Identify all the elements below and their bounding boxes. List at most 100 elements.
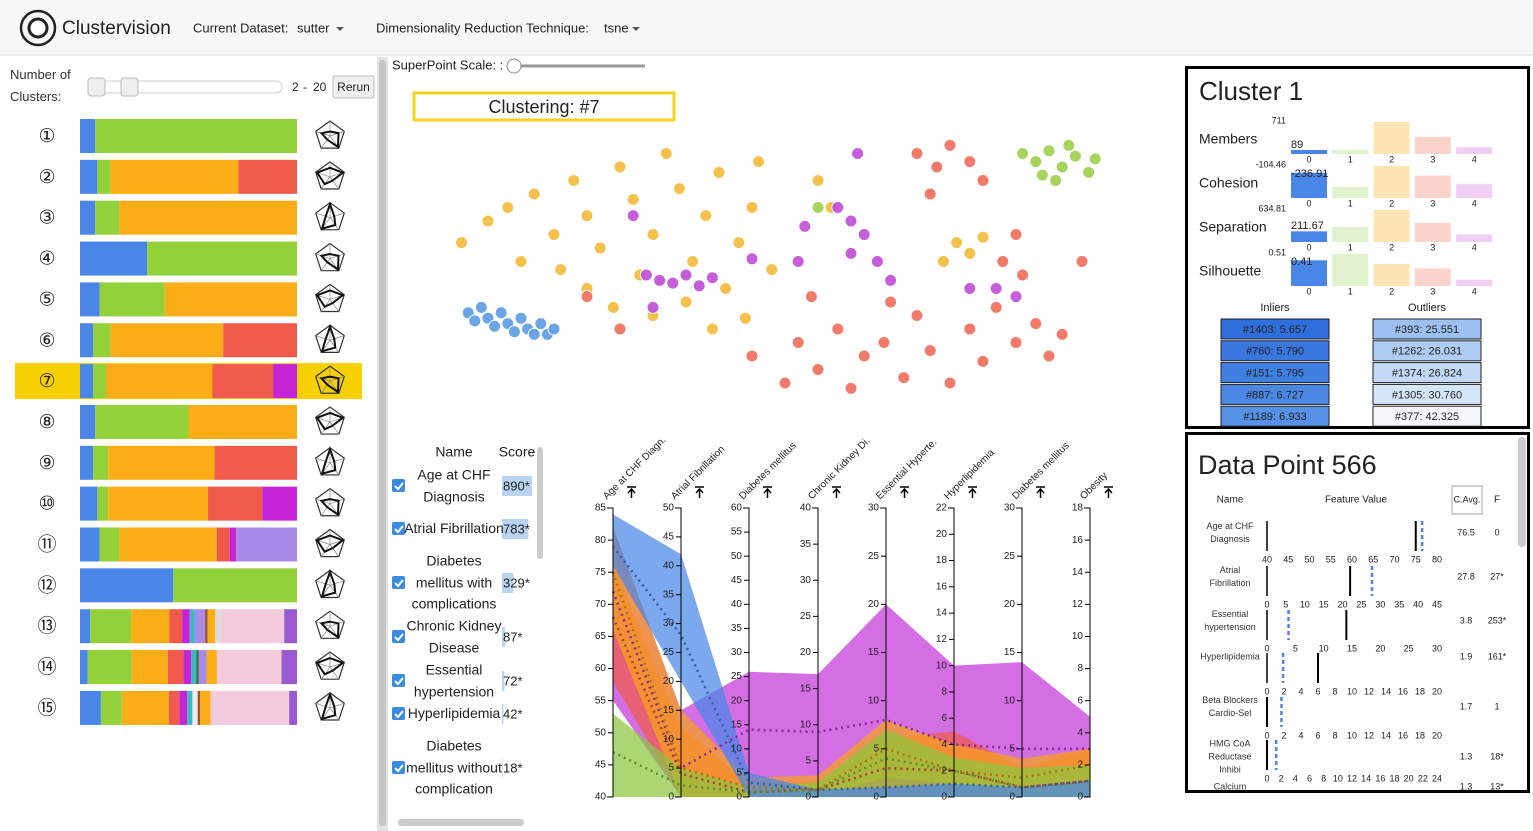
cluster-row[interactable]: ⑩ bbox=[38, 486, 345, 521]
feature-name: Age at CHF Diagnosis bbox=[1206, 521, 1254, 544]
outlier-box[interactable] bbox=[1220, 340, 1330, 362]
superpoint-handle[interactable] bbox=[506, 58, 522, 74]
category-label: 3 bbox=[1430, 286, 1435, 296]
category-label: 0 bbox=[1306, 242, 1311, 252]
radar-shape bbox=[315, 656, 345, 676]
scatter-point bbox=[963, 246, 977, 260]
category-label: 0 bbox=[1306, 198, 1311, 208]
list-hscrollbar[interactable] bbox=[398, 819, 524, 826]
outlier-label[interactable]: #393: 25.551 bbox=[1395, 324, 1459, 336]
cluster-row[interactable]: ⑮ bbox=[37, 690, 345, 725]
sort-icon[interactable] bbox=[832, 486, 841, 498]
feature-checkbox[interactable] bbox=[392, 522, 405, 535]
outlier-box[interactable] bbox=[1372, 405, 1482, 427]
cluster-segment bbox=[80, 200, 96, 235]
axis-tick-label: 4 bbox=[941, 739, 947, 750]
cluster-row[interactable]: ⑭ bbox=[37, 650, 345, 685]
score-bar bbox=[502, 704, 504, 724]
inlier-label[interactable]: #1403: 5.657 bbox=[1243, 324, 1307, 336]
f-value: 1 bbox=[1494, 701, 1499, 711]
header-f[interactable]: F bbox=[1494, 495, 1500, 506]
cluster-row[interactable]: ⑤ bbox=[38, 282, 345, 317]
outlier-box[interactable] bbox=[1372, 318, 1482, 340]
radar-spoke bbox=[315, 212, 331, 219]
axis-tick-label: 8 bbox=[1077, 663, 1083, 674]
cluster-row[interactable]: ③ bbox=[38, 200, 345, 235]
feature-checkbox[interactable] bbox=[392, 576, 405, 589]
cluster-segment bbox=[80, 364, 94, 399]
outlier-label[interactable]: #1262: 26.031 bbox=[1392, 346, 1462, 358]
sort-icon[interactable] bbox=[627, 486, 636, 498]
cluster-row[interactable]: ⑧ bbox=[38, 404, 345, 439]
cluster-row[interactable]: ⑬ bbox=[37, 609, 345, 644]
cluster-mean-line bbox=[611, 591, 1090, 770]
value-tick-label: 12 bbox=[1364, 730, 1374, 740]
cluster-row[interactable]: ① bbox=[38, 119, 345, 153]
scatter-point bbox=[923, 187, 937, 201]
axis-tick-label: 50 bbox=[663, 503, 675, 514]
technique-value[interactable]: tsne bbox=[604, 20, 629, 35]
feature-checkbox[interactable] bbox=[392, 674, 405, 687]
outlier-box[interactable] bbox=[1372, 383, 1482, 405]
radar-outline bbox=[315, 569, 345, 599]
avg-value: 1.7 bbox=[1460, 701, 1473, 711]
sort-icon[interactable] bbox=[1104, 486, 1113, 498]
outlier-label[interactable]: #377: 42.325 bbox=[1395, 411, 1459, 423]
sort-icon[interactable] bbox=[695, 486, 704, 498]
row-label: ⑩ bbox=[38, 494, 55, 515]
sort-icon[interactable] bbox=[900, 486, 909, 498]
range-handle[interactable] bbox=[87, 77, 106, 97]
panel-scroll-thumb[interactable] bbox=[379, 60, 386, 826]
header-avg[interactable]: C.Avg. bbox=[1454, 494, 1481, 504]
cluster-row[interactable]: ⑫ bbox=[37, 568, 345, 603]
feature-checkbox[interactable] bbox=[392, 761, 405, 774]
inlier-label[interactable]: #760: 5.790 bbox=[1246, 346, 1304, 358]
axis-tick-label: 30 bbox=[1004, 503, 1016, 514]
axis-tick-label: 60 bbox=[731, 503, 743, 514]
inlier-label[interactable]: #1189: 6.933 bbox=[1243, 411, 1306, 423]
radar-spoke bbox=[315, 335, 331, 341]
cluster-row[interactable]: ② bbox=[38, 159, 345, 194]
list-scrollbar[interactable] bbox=[537, 447, 543, 559]
outlier-box[interactable] bbox=[1372, 362, 1482, 384]
cluster-segment bbox=[281, 650, 297, 685]
outlier-box[interactable] bbox=[1220, 383, 1330, 405]
sort-icon[interactable] bbox=[763, 486, 772, 498]
outlier-label[interactable]: #1374: 26.824 bbox=[1392, 368, 1462, 380]
range-handle[interactable] bbox=[120, 77, 139, 97]
category-label: 0 bbox=[1306, 154, 1311, 164]
f-value: 27* bbox=[1490, 571, 1504, 581]
inlier-label[interactable]: #887: 6.727 bbox=[1246, 389, 1304, 401]
radar-outline bbox=[315, 528, 345, 558]
metric-bar bbox=[1373, 264, 1410, 286]
feature-checkbox[interactable] bbox=[392, 479, 405, 492]
value-tick-label: 20 bbox=[1432, 730, 1442, 740]
feature-checkbox[interactable] bbox=[392, 707, 405, 720]
cluster-row[interactable]: ⑥ bbox=[38, 323, 345, 358]
scatter-point bbox=[567, 174, 581, 187]
feature-checkbox[interactable] bbox=[392, 630, 405, 643]
rerun-button[interactable] bbox=[332, 75, 375, 99]
outlier-box[interactable] bbox=[1220, 405, 1330, 427]
outlier-box[interactable] bbox=[1220, 318, 1330, 340]
outlier-box[interactable] bbox=[1372, 340, 1482, 362]
outlier-label[interactable]: #1305: 30.760 bbox=[1392, 389, 1462, 401]
cluster-row[interactable]: ⑪ bbox=[37, 527, 345, 562]
radar-spoke bbox=[329, 580, 345, 586]
inlier-label[interactable]: #151: 5.795 bbox=[1246, 368, 1304, 380]
radar-spoke bbox=[329, 299, 340, 312]
cluster-row[interactable]: ④ bbox=[38, 241, 345, 276]
radar-outline bbox=[315, 365, 345, 394]
outlier-box[interactable] bbox=[1220, 362, 1330, 384]
dataset-value[interactable]: sutter bbox=[297, 20, 330, 35]
scatter-point bbox=[870, 255, 884, 268]
radar-spoke bbox=[320, 258, 331, 271]
rerun-label[interactable]: Rerun bbox=[337, 80, 370, 94]
scatter-point bbox=[936, 255, 950, 268]
datapoint-scrollbar[interactable] bbox=[1518, 437, 1526, 547]
sort-icon[interactable] bbox=[968, 486, 977, 498]
sort-icon[interactable] bbox=[1036, 486, 1045, 498]
cluster-row[interactable]: ⑦ bbox=[15, 363, 362, 400]
value-tick-label: 40 bbox=[1413, 599, 1423, 609]
cluster-row[interactable]: ⑨ bbox=[38, 445, 345, 480]
